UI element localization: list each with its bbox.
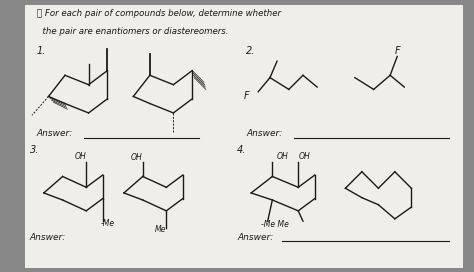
- Text: -Me Me: -Me Me: [261, 220, 289, 229]
- Text: 2.: 2.: [246, 46, 256, 56]
- Text: the pair are enantiomers or diastereomers.: the pair are enantiomers or diastereomer…: [36, 27, 228, 36]
- Text: Me: Me: [155, 225, 166, 234]
- Text: ⓕ For each pair of compounds below, determine whether: ⓕ For each pair of compounds below, dete…: [36, 10, 281, 18]
- Text: F: F: [395, 46, 401, 56]
- Text: OH: OH: [131, 153, 143, 162]
- Text: OH: OH: [298, 152, 310, 161]
- Text: Answer:: Answer:: [246, 129, 283, 138]
- Text: Answer:: Answer:: [30, 233, 66, 242]
- FancyBboxPatch shape: [25, 5, 463, 268]
- Text: F: F: [244, 91, 250, 101]
- Text: 1.: 1.: [36, 46, 46, 56]
- Text: 4.: 4.: [237, 145, 246, 155]
- Text: OH: OH: [277, 152, 289, 161]
- Text: -Me: -Me: [100, 219, 114, 228]
- Text: OH: OH: [74, 152, 86, 161]
- Text: Answer:: Answer:: [237, 233, 273, 242]
- Text: 3.: 3.: [30, 145, 39, 155]
- Text: Answer:: Answer:: [36, 129, 73, 138]
